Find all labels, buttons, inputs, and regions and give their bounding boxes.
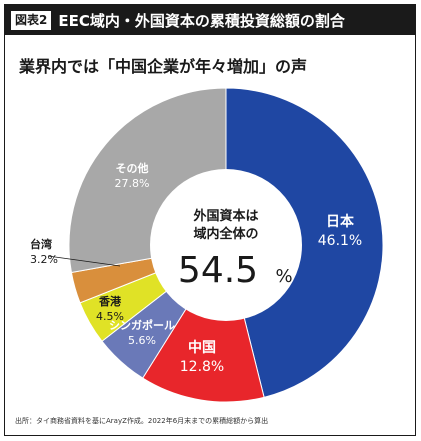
slice-japan: [225, 87, 384, 398]
figure-header: 図表2 EEC域内・外国資本の累積投資総額の割合: [5, 5, 415, 35]
slice-label-other: その他: [116, 161, 149, 175]
source-note: 出所：タイ商務省資料を基にArayZ作成。2022年6月末までの累積総額から算出: [15, 417, 269, 425]
center-value-number: 54.5: [178, 250, 258, 291]
center-label-line1: 外国資本は: [192, 208, 258, 224]
center-label-line2: 域内全体の: [193, 226, 258, 242]
labels-group: 日本 46.1% 中国 12.8% シンガポール 5.6% 香港 4.5% 台湾 3.2% その他 2…: [30, 161, 362, 375]
donut-hole: [150, 169, 302, 321]
slice-label-hongkong: 香港: [98, 294, 122, 308]
slice-value-taiwan: 3.2%: [30, 253, 58, 266]
figure-subtitle: 業界内では「中国企業が年々増加」の声: [19, 57, 308, 76]
center-value-unit: %: [275, 266, 292, 287]
figure-badge: 図表2: [11, 10, 52, 30]
slice-label-taiwan: 台湾: [30, 237, 52, 251]
slice-label-japan: 日本: [326, 213, 355, 230]
figure-title: EEC域内・外国資本の累積投資総額の割合: [58, 11, 345, 30]
slice-value-japan: 46.1%: [318, 233, 362, 249]
slice-value-hongkong: 4.5%: [96, 310, 124, 323]
slice-label-singapore: シンガポール: [109, 318, 175, 332]
slice-value-singapore: 5.6%: [128, 334, 156, 347]
taiwan-leader-line: [47, 255, 121, 267]
slice-value-china: 12.8%: [180, 359, 224, 375]
slice-value-other: 27.8%: [115, 177, 150, 190]
slice-label-china: 中国: [188, 339, 216, 356]
